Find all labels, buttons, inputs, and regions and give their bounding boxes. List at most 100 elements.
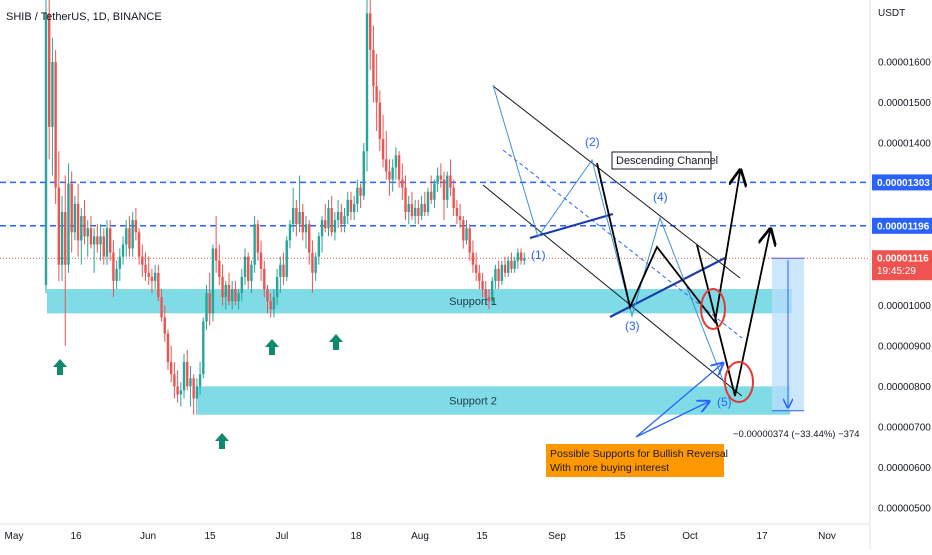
candle[interactable] (413, 199, 417, 225)
candle[interactable] (218, 244, 221, 285)
level-lines[interactable] (0, 181, 870, 259)
candle[interactable] (263, 260, 266, 298)
candle[interactable] (336, 199, 340, 229)
candle[interactable] (497, 260, 500, 290)
candle[interactable] (523, 252, 526, 265)
candle[interactable] (272, 289, 276, 318)
candle[interactable] (494, 264, 497, 290)
candle[interactable] (198, 362, 202, 395)
reversal-note[interactable]: Possible Supports for Bullish Reversal W… (546, 444, 728, 477)
candle[interactable] (160, 289, 163, 322)
candle[interactable] (105, 220, 109, 265)
wave-trendline-1[interactable] (529, 212, 614, 240)
candle[interactable] (442, 171, 446, 221)
candle[interactable] (141, 244, 144, 277)
plot-area[interactable] (0, 0, 870, 524)
candle[interactable] (121, 236, 125, 265)
candle[interactable] (298, 175, 301, 233)
candle[interactable] (51, 37, 54, 176)
candle[interactable] (250, 260, 253, 294)
candle[interactable] (134, 207, 138, 241)
candle[interactable] (96, 224, 99, 253)
projection-path-1[interactable] (596, 162, 740, 325)
candle[interactable] (407, 195, 410, 225)
candle[interactable] (385, 130, 388, 180)
candle[interactable] (430, 175, 433, 204)
target-circle-2[interactable] (724, 361, 754, 403)
candle[interactable] (462, 216, 465, 249)
candle[interactable] (304, 216, 308, 249)
candle[interactable] (487, 289, 491, 310)
candle[interactable] (519, 248, 523, 265)
candle[interactable] (67, 163, 70, 273)
candle[interactable] (243, 248, 247, 285)
candle[interactable] (455, 199, 459, 225)
candle[interactable] (507, 256, 510, 277)
candle[interactable] (410, 191, 414, 221)
target-circle-1[interactable] (700, 288, 726, 330)
candle[interactable] (500, 260, 504, 285)
candle[interactable] (48, 0, 51, 160)
candle[interactable] (458, 203, 462, 229)
candle[interactable] (173, 362, 176, 399)
candle[interactable] (186, 349, 189, 391)
candle[interactable] (349, 191, 353, 221)
candle[interactable] (115, 260, 118, 290)
candle[interactable] (340, 203, 343, 233)
candle[interactable] (54, 49, 57, 204)
candle[interactable] (163, 305, 166, 342)
candle[interactable] (439, 163, 443, 188)
candle[interactable] (356, 179, 359, 213)
candle[interactable] (433, 179, 436, 208)
candle[interactable] (275, 268, 279, 306)
candle[interactable] (311, 240, 314, 294)
candle[interactable] (308, 220, 311, 265)
candle[interactable] (73, 195, 77, 241)
candle[interactable] (89, 216, 93, 249)
candle[interactable] (269, 293, 272, 318)
candle[interactable] (317, 232, 321, 265)
channel-label-box[interactable]: Descending Channel (611, 151, 718, 170)
candle[interactable] (362, 143, 365, 200)
candle[interactable] (365, 0, 369, 172)
candle[interactable] (490, 276, 494, 306)
candle[interactable] (343, 207, 346, 233)
candle[interactable] (137, 228, 141, 265)
candle[interactable] (109, 220, 112, 261)
drawings[interactable] (53, 84, 770, 449)
candle[interactable] (404, 175, 407, 221)
candle[interactable] (449, 159, 452, 196)
candle[interactable] (282, 252, 285, 285)
candle[interactable] (391, 159, 394, 192)
channel-upper-line[interactable] (492, 85, 741, 279)
candle[interactable] (327, 199, 330, 237)
candle[interactable] (465, 220, 468, 245)
candle[interactable] (503, 256, 507, 277)
candle[interactable] (320, 216, 324, 253)
candle[interactable] (144, 252, 147, 281)
candle[interactable] (147, 256, 150, 285)
candle[interactable] (86, 220, 89, 257)
candle[interactable] (189, 366, 192, 407)
candle[interactable] (166, 329, 170, 371)
candle[interactable] (176, 370, 179, 403)
candle[interactable] (80, 207, 83, 265)
candle[interactable] (420, 195, 423, 221)
candle[interactable] (182, 353, 186, 399)
candle[interactable] (481, 272, 484, 298)
channel-lower-line[interactable] (482, 184, 743, 397)
candle[interactable] (224, 280, 227, 310)
candle[interactable] (83, 199, 86, 245)
candle[interactable] (128, 216, 131, 257)
candle[interactable] (150, 268, 154, 294)
candle[interactable] (99, 224, 102, 261)
candle[interactable] (352, 195, 356, 221)
candle[interactable] (291, 187, 295, 233)
candle[interactable] (192, 374, 195, 415)
candle[interactable] (253, 216, 256, 273)
candle[interactable] (221, 264, 224, 306)
elliott-wave-path[interactable] (492, 84, 727, 389)
candle[interactable] (375, 53, 378, 131)
